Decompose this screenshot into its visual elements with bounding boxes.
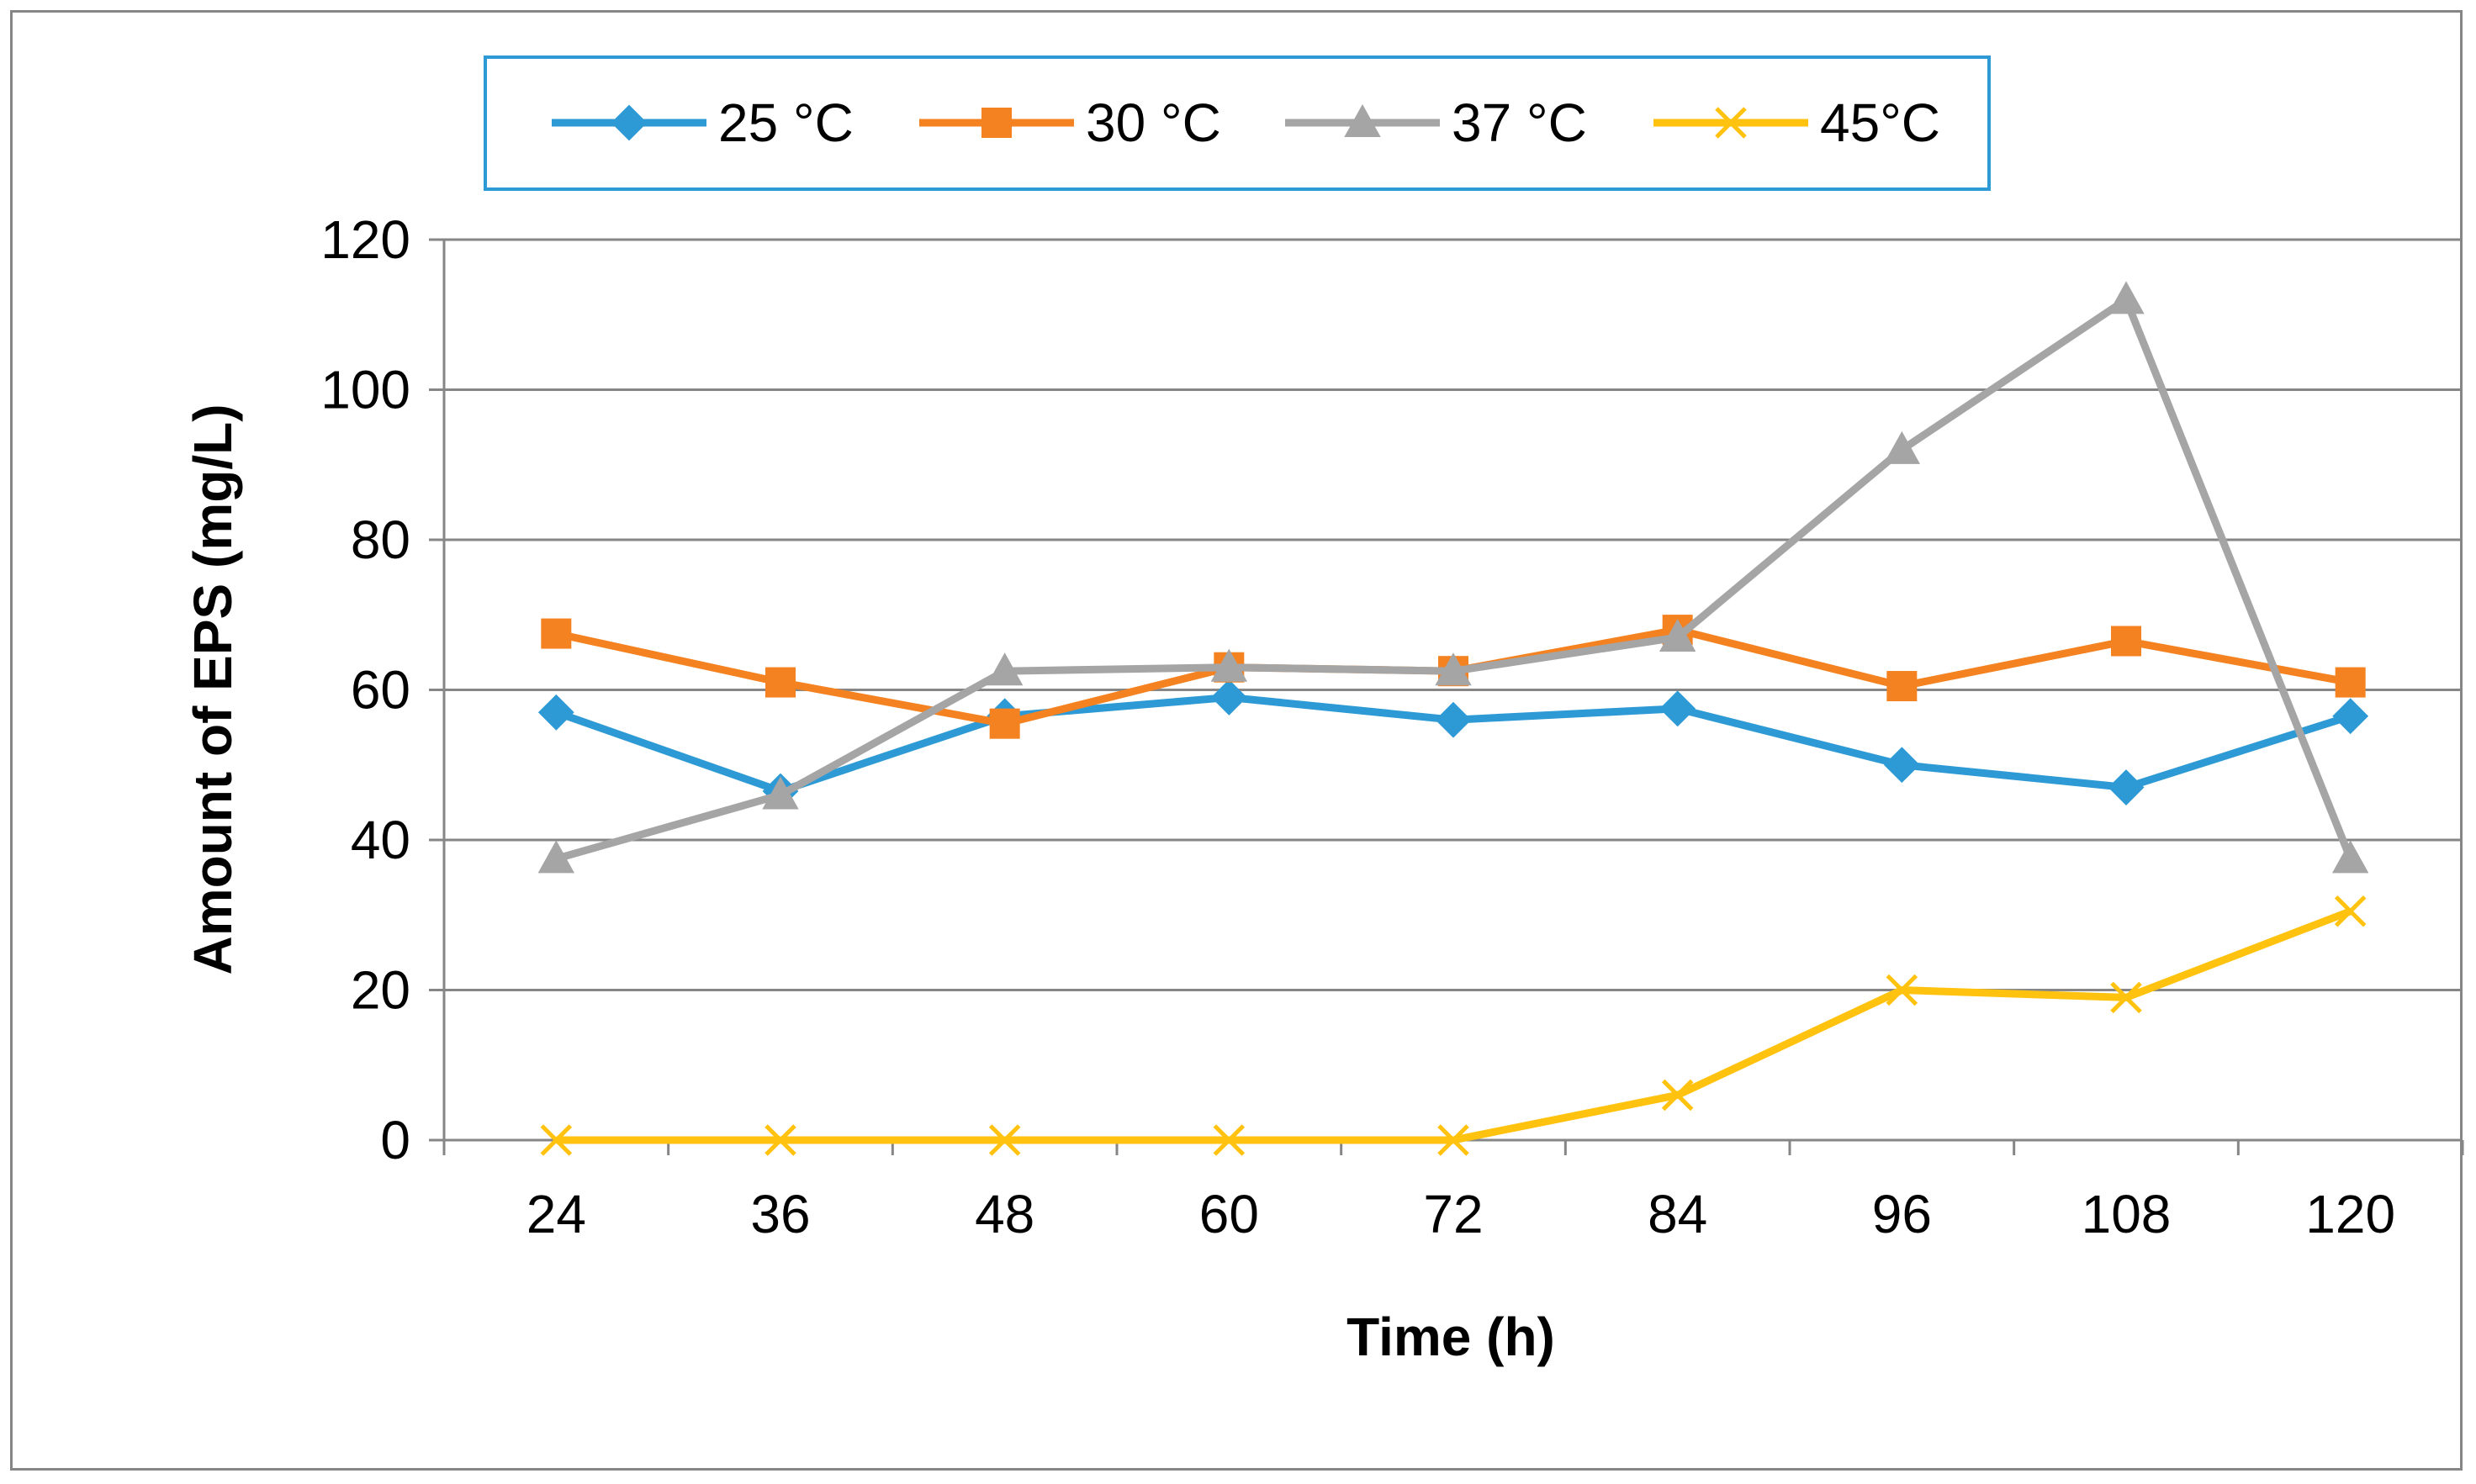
data-point-marker xyxy=(540,1124,573,1156)
series-layer xyxy=(537,281,2369,1156)
legend-label: 37 °C xyxy=(1452,92,1587,153)
legend-label: 30 °C xyxy=(1086,92,1221,153)
x-tick-labels: 24 36 48 60 72 84 96 108 120 xyxy=(526,1184,2395,1244)
data-point-marker xyxy=(1886,671,1918,702)
legend-label: 45°C xyxy=(1820,92,1940,153)
marker-stroke xyxy=(764,1124,796,1156)
data-point-marker xyxy=(2335,667,2366,698)
data-point-marker xyxy=(988,1124,1021,1156)
marker-stroke xyxy=(2334,895,2367,927)
x-tick-label: 96 xyxy=(1872,1184,1932,1244)
data-point-marker xyxy=(989,708,1020,739)
y-tick-label: 80 xyxy=(351,510,410,570)
y-tick-label: 120 xyxy=(320,209,410,270)
y-tick-labels: 0 20 40 60 80 100 120 xyxy=(320,209,410,1170)
x-axis-title: Time (h) xyxy=(1346,1307,1555,1367)
x-tick-label: 60 xyxy=(1199,1184,1259,1244)
legend-item-2: 30 °C xyxy=(919,92,1221,153)
y-tick-label: 0 xyxy=(380,1110,410,1170)
legend-item-4: 45°C xyxy=(1653,92,1940,153)
data-point-marker xyxy=(537,694,574,731)
y-tick-label: 60 xyxy=(351,660,410,721)
series-4 xyxy=(540,895,2367,1156)
data-point-marker xyxy=(1210,679,1247,716)
legend-item-1: 25 °C xyxy=(552,92,854,153)
marker-stroke xyxy=(1661,1079,1694,1112)
data-point-marker xyxy=(537,840,575,874)
data-point-marker xyxy=(764,1124,796,1156)
marker-stroke xyxy=(1886,974,1918,1006)
x-tick-label: 72 xyxy=(1423,1184,1483,1244)
marker-stroke xyxy=(988,1124,1021,1156)
x-tick-label: 48 xyxy=(975,1184,1034,1244)
y-tick-label: 100 xyxy=(320,360,410,420)
y-tick-label: 20 xyxy=(351,960,410,1021)
data-point-marker xyxy=(2332,698,2369,735)
data-point-marker xyxy=(2108,769,2145,805)
series-1 xyxy=(537,679,2369,810)
legend-label: 25 °C xyxy=(718,92,854,153)
data-point-marker xyxy=(2111,626,2141,657)
data-point-marker xyxy=(1886,974,1918,1006)
marker-stroke xyxy=(1213,1124,1246,1156)
x-tick-label: 36 xyxy=(750,1184,810,1244)
data-point-marker xyxy=(1659,618,1696,652)
data-point-marker xyxy=(541,618,572,649)
data-point-marker xyxy=(1661,1079,1694,1112)
chart-frame xyxy=(10,10,2463,1471)
data-point-marker xyxy=(611,104,648,141)
marker-stroke xyxy=(540,1124,573,1156)
data-point-marker xyxy=(2108,281,2145,314)
data-point-marker xyxy=(986,652,1024,686)
data-point-marker xyxy=(1210,648,1248,682)
x-tick-label: 24 xyxy=(526,1184,586,1244)
series-line xyxy=(556,907,2352,1144)
data-point-marker xyxy=(1883,747,1920,784)
x-tick-label: 108 xyxy=(2082,1184,2172,1244)
data-point-marker xyxy=(981,108,1012,138)
x-tick-label: 84 xyxy=(1648,1184,1707,1244)
gridlines xyxy=(444,238,2463,991)
marker-stroke xyxy=(2110,981,2142,1014)
data-point-marker xyxy=(765,667,796,698)
marker-stroke xyxy=(1437,1124,1469,1156)
data-point-marker xyxy=(2334,895,2367,927)
data-point-marker xyxy=(1435,701,1472,738)
data-point-marker xyxy=(1213,1124,1246,1156)
data-point-marker xyxy=(762,776,799,810)
data-point-marker xyxy=(1437,1124,1469,1156)
x-tick-label: 120 xyxy=(2305,1184,2395,1244)
y-axis-title: Amount of EPS (mg/L) xyxy=(183,404,243,974)
data-point-marker xyxy=(1883,430,1921,464)
data-point-marker xyxy=(2331,840,2369,874)
data-point-marker xyxy=(1344,103,1381,137)
series-3 xyxy=(537,281,2369,874)
marker-stroke xyxy=(1715,107,1747,139)
data-point-marker xyxy=(2110,981,2142,1014)
legend-item-3: 37 °C xyxy=(1285,92,1587,153)
data-point-marker xyxy=(1659,690,1696,727)
y-tick-label: 40 xyxy=(351,810,410,870)
data-point-marker xyxy=(1435,652,1472,686)
data-point-marker xyxy=(1715,107,1747,139)
legend: 25 °C 30 °C 37 °C 45°C xyxy=(484,55,1991,191)
